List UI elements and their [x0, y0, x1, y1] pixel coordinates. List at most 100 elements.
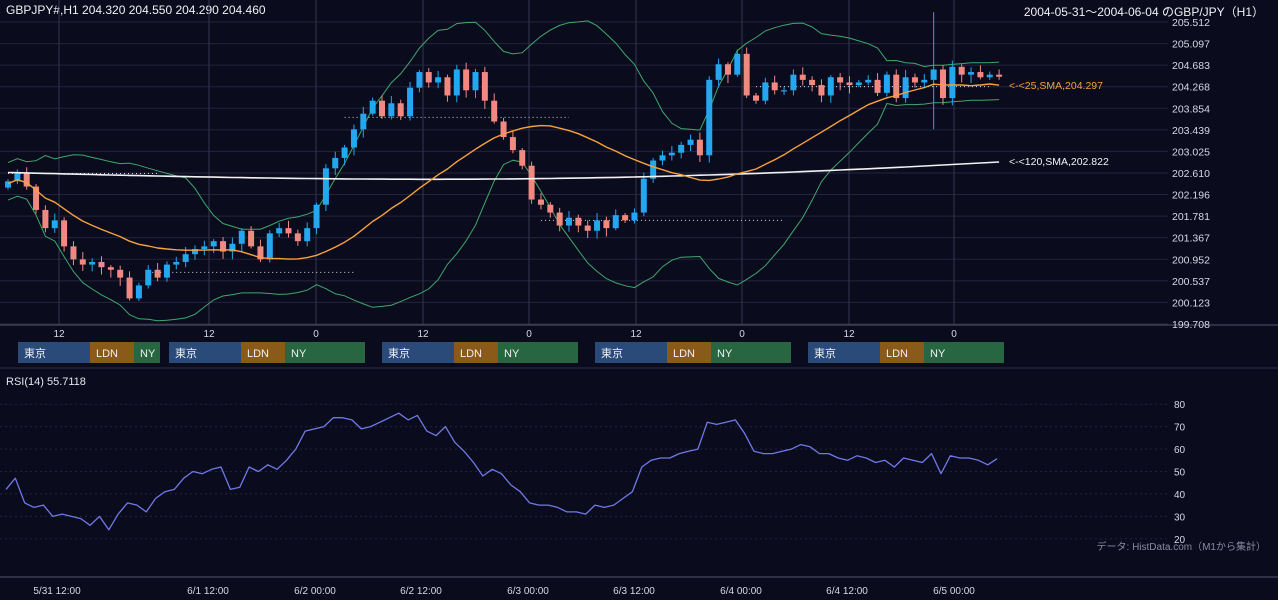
- rsi-line: [5, 412, 998, 531]
- rsi-time-label: 6/5 00:00: [933, 586, 975, 597]
- bear-candle: [603, 220, 610, 229]
- rsi-time-label: 5/31 12:00: [33, 586, 81, 597]
- rsi-time-label: 6/2 00:00: [294, 586, 336, 597]
- bear-candle: [257, 246, 264, 260]
- bear-candle: [556, 212, 563, 226]
- bear-candle: [575, 217, 582, 226]
- price-tick-label: 202.196: [1172, 190, 1210, 202]
- price-tick-label: 203.854: [1172, 103, 1210, 115]
- bull-candle: [360, 113, 367, 130]
- newyork-session: [498, 342, 578, 363]
- bear-candle: [753, 95, 759, 101]
- bear-candle: [893, 74, 900, 99]
- rsi-label: RSI(14) 55.7118: [6, 376, 86, 388]
- bear-candle: [481, 72, 488, 101]
- bollinger-upper: [7, 20, 1000, 230]
- rsi-tick-label: 70: [1174, 423, 1186, 434]
- bull-candle: [968, 72, 975, 75]
- bull-candle: [304, 228, 311, 242]
- bear-candle: [547, 204, 554, 213]
- bull-candle: [276, 228, 283, 234]
- bear-candle: [397, 103, 404, 117]
- bull-candle: [182, 254, 189, 262]
- bull-candle: [865, 79, 872, 83]
- time-tick-label: 0: [739, 329, 745, 340]
- bear-candle: [846, 82, 853, 86]
- bull-candle: [855, 82, 862, 86]
- london-session-label: LDN: [96, 348, 118, 360]
- bull-candle: [949, 66, 956, 99]
- bull-candle: [369, 100, 376, 114]
- rsi-tick-label: 20: [1174, 535, 1186, 546]
- bear-candle: [444, 77, 451, 96]
- bull-candle: [322, 168, 329, 205]
- bull-candle: [229, 243, 236, 252]
- source-credit: データ: HistData.com（M1から集計）: [1097, 540, 1266, 553]
- rsi-tick-label: 40: [1174, 490, 1186, 501]
- sma120-annotation: <-<120,SMA,202.822: [1009, 156, 1109, 168]
- bear-candle: [940, 69, 946, 99]
- time-tick-label: 12: [843, 329, 855, 340]
- time-tick-label: 12: [630, 329, 642, 340]
- newyork-session: [711, 342, 791, 363]
- tokyo-session-label: 東京: [388, 346, 410, 360]
- bear-candle: [491, 100, 498, 122]
- bull-candle: [192, 248, 198, 255]
- bull-candle: [631, 212, 638, 221]
- bull-candle: [453, 69, 460, 96]
- time-tick-label: 12: [53, 329, 65, 340]
- bull-candle: [210, 241, 217, 247]
- london-session-label: LDN: [886, 348, 908, 360]
- rsi-tick-label: 30: [1174, 512, 1186, 523]
- newyork-session: [285, 342, 365, 363]
- bull-candle: [350, 129, 357, 148]
- london-session-label: LDN: [247, 348, 269, 360]
- bear-candle: [977, 72, 984, 78]
- newyork-session-label: NY: [930, 348, 946, 360]
- bull-candle: [827, 77, 834, 96]
- bull-candle: [5, 181, 11, 188]
- london-session: [667, 342, 711, 363]
- bear-candle: [23, 173, 30, 187]
- newyork-session-label: NY: [504, 348, 520, 360]
- bear-candle: [874, 79, 881, 93]
- bull-candle: [566, 217, 572, 226]
- bull-candle: [14, 173, 21, 182]
- time-tick-label: 0: [526, 329, 532, 340]
- bull-candle: [678, 144, 685, 153]
- price-tick-label: 203.439: [1172, 125, 1210, 137]
- rsi-tick-label: 50: [1174, 468, 1186, 479]
- tokyo-session-label: 東京: [601, 346, 623, 360]
- bull-candle: [163, 264, 170, 278]
- time-tick-label: 0: [951, 329, 957, 340]
- bollinger-bands: [7, 20, 1000, 322]
- bull-candle: [781, 90, 788, 92]
- bull-candle: [715, 64, 722, 80]
- tokyo-session: [169, 342, 241, 363]
- bear-candle: [425, 72, 432, 83]
- rsi-chart: 20 30 40 50 60 70 80 5/31 12:00 6/1 12:00 6/2 00:…: [0, 400, 1186, 597]
- bull-candle: [416, 72, 423, 88]
- bear-candle: [622, 215, 629, 221]
- bull-candle: [668, 152, 675, 156]
- bull-candle: [902, 77, 909, 99]
- bull-candle: [612, 215, 619, 229]
- bull-candle: [472, 72, 479, 91]
- bear-candle: [98, 261, 105, 268]
- tokyo-session: [808, 342, 880, 363]
- sma25-line: [7, 83, 1000, 260]
- bull-candle: [734, 53, 741, 75]
- bear-candle: [379, 100, 385, 117]
- price-tick-label: 200.952: [1172, 254, 1210, 266]
- bear-candle: [809, 79, 816, 86]
- rsi-time-label: 6/1 12:00: [187, 586, 229, 597]
- sma120-line: [7, 161, 1000, 181]
- newyork-session-label: NY: [717, 348, 733, 360]
- price-tick-label: 201.781: [1172, 211, 1210, 223]
- price-tick-label: 204.683: [1172, 60, 1210, 72]
- bull-candle: [313, 204, 320, 229]
- bear-candle: [509, 137, 516, 151]
- bear-candle: [696, 139, 703, 156]
- bull-candle: [435, 77, 442, 83]
